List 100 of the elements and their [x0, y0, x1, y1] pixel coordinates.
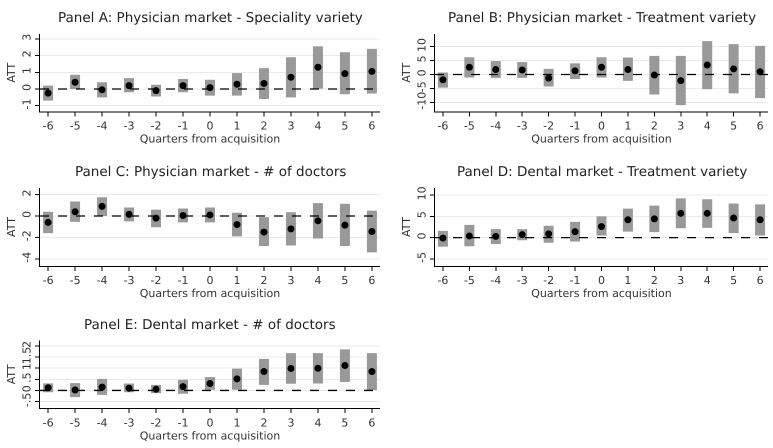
point [730, 214, 738, 222]
y-tick-label: 3 [20, 34, 34, 41]
x-tick-label: 2 [650, 120, 658, 133]
point [598, 64, 605, 71]
y-tick-label: -5 [416, 81, 429, 92]
point [260, 228, 268, 236]
x-tick-label: 3 [677, 274, 684, 288]
y-tick-label: 2 [20, 189, 34, 196]
x-tick-label: 5 [341, 416, 348, 430]
x-tick-label: -2 [150, 120, 162, 133]
x-tick-label: -4 [96, 416, 108, 430]
point [492, 66, 500, 73]
x-tick-label: 2 [260, 274, 268, 288]
chart-title: Panel A: Physician market - Speciality variety [58, 10, 363, 26]
x-tick-label: 0 [206, 416, 214, 430]
x-tick-label: 6 [368, 120, 376, 133]
y-tick-label: -1 [20, 98, 34, 110]
x-tick-label: 2 [260, 120, 268, 133]
y-tick-label: 0 [416, 232, 429, 240]
point [704, 62, 711, 69]
x-tick-label: -6 [42, 274, 54, 288]
point [677, 210, 684, 217]
point [518, 66, 526, 74]
point [314, 64, 322, 71]
x-tick-label: 3 [287, 120, 294, 133]
point [730, 65, 738, 72]
x-axis-title: Quarters from acquisition [140, 429, 280, 442]
x-tick-label: 2 [650, 274, 658, 288]
x-tick-label: -5 [70, 274, 81, 288]
y-axis-title: ATT [400, 216, 414, 237]
point [180, 383, 187, 390]
y-tick-label: 1.5 [20, 346, 34, 364]
point [572, 67, 579, 74]
x-tick-label: 3 [287, 274, 294, 288]
point [624, 66, 632, 73]
y-axis-title: ATT [5, 62, 18, 83]
x-tick-label: 0 [598, 120, 605, 133]
point [98, 202, 106, 210]
x-tick-label: -5 [70, 416, 81, 430]
x-tick-label: 1 [624, 120, 632, 133]
point [206, 380, 214, 388]
x-axis-title: Quarters from acquisition [140, 287, 280, 300]
x-tick-label: -5 [70, 120, 81, 133]
point [341, 70, 348, 78]
point [466, 232, 473, 240]
x-axis-title: Quarters from acquisition [140, 132, 280, 146]
x-tick-label: -1 [178, 120, 189, 133]
point [572, 228, 579, 236]
y-tick-label: -2 [20, 230, 34, 242]
point [180, 212, 187, 219]
point [44, 90, 52, 97]
y-tick-label: 5 [416, 211, 429, 218]
y-tick-label: -10 [416, 92, 429, 110]
point [756, 68, 764, 76]
x-tick-label: 4 [314, 120, 322, 133]
point [704, 210, 711, 217]
x-tick-label: 1 [624, 274, 632, 288]
x-tick-label: -6 [437, 120, 448, 133]
x-tick-label: -6 [42, 120, 54, 133]
point [677, 77, 684, 84]
y-tick-label: 0 [20, 385, 34, 392]
x-tick-label: 6 [756, 274, 764, 288]
x-axis-title: Quarters from acquisition [531, 287, 672, 300]
x-tick-label: 6 [756, 120, 764, 133]
x-tick-label: -1 [570, 274, 581, 288]
point [341, 362, 348, 370]
y-tick-label: 1 [20, 67, 34, 74]
x-tick-label: -1 [178, 416, 189, 430]
point [126, 82, 133, 90]
x-tick-label: 3 [287, 416, 294, 430]
x-tick-label: 6 [368, 416, 376, 430]
y-tick-label: 5 [416, 55, 429, 62]
point [287, 364, 294, 372]
y-axis-title: ATT [5, 216, 18, 237]
point [233, 221, 240, 228]
y-tick-label: 0 [20, 210, 34, 218]
point [98, 384, 106, 391]
chart-title: Panel D: Dental market - Treatment variety [457, 164, 748, 180]
x-tick-label: -5 [464, 120, 475, 133]
x-tick-label: 0 [206, 120, 214, 133]
x-tick-label: -3 [124, 274, 135, 288]
x-tick-label: 4 [704, 274, 711, 288]
x-tick-label: 4 [704, 120, 711, 133]
point [233, 80, 240, 88]
point [314, 364, 322, 372]
x-tick-label: 0 [206, 274, 214, 288]
x-tick-label: 5 [341, 120, 348, 133]
x-tick-label: -2 [543, 274, 554, 288]
y-tick-label: -4 [20, 252, 34, 263]
x-tick-label: -4 [490, 120, 502, 133]
point [624, 216, 632, 224]
x-tick-label: -2 [543, 120, 554, 133]
point [260, 80, 268, 87]
y-tick-label: .5 [20, 372, 34, 383]
point [180, 82, 187, 90]
point [466, 64, 473, 71]
point [439, 76, 446, 84]
x-tick-label: 0 [598, 274, 605, 288]
x-tick-label: 5 [341, 274, 348, 288]
x-tick-label: -5 [464, 274, 475, 288]
